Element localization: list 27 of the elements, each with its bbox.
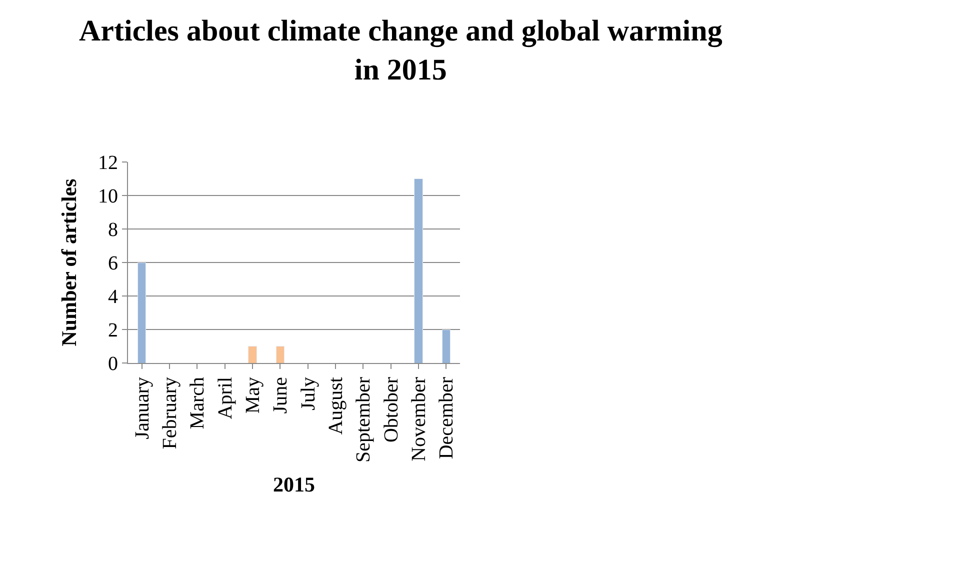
x-tick-label: March — [186, 377, 209, 430]
bar — [414, 178, 423, 363]
y-tick-label: 6 — [108, 252, 118, 274]
y-tick-label: 12 — [98, 152, 118, 174]
y-tick-label: 4 — [108, 286, 118, 308]
chart-title: Articles about climate change and global warming in 2015 — [79, 14, 722, 87]
bar — [137, 262, 146, 363]
x-tick-label: February — [159, 377, 181, 450]
x-tick-label: Obtober — [380, 376, 402, 443]
y-tick-label: 2 — [108, 320, 118, 342]
x-tick-label: September — [352, 376, 375, 463]
x-tick-label: May — [242, 377, 264, 414]
y-tick-label: 10 — [98, 186, 118, 208]
x-tick-label: June — [270, 376, 292, 414]
x-tick-label: July — [297, 377, 320, 410]
bar — [276, 346, 285, 363]
y-axis-title: Number of articles — [57, 178, 82, 346]
x-tick-label: November — [408, 376, 430, 462]
y-tick-label: 8 — [108, 219, 118, 241]
y-tick-label: 0 — [108, 353, 118, 375]
bar — [442, 329, 451, 363]
x-tick-label: December — [436, 376, 458, 460]
x-axis-title: 2015 — [273, 472, 315, 497]
x-tick-label: April — [214, 376, 236, 420]
x-tick-label: January — [131, 377, 154, 440]
bar — [248, 346, 257, 363]
x-tick-label: August — [325, 376, 347, 435]
